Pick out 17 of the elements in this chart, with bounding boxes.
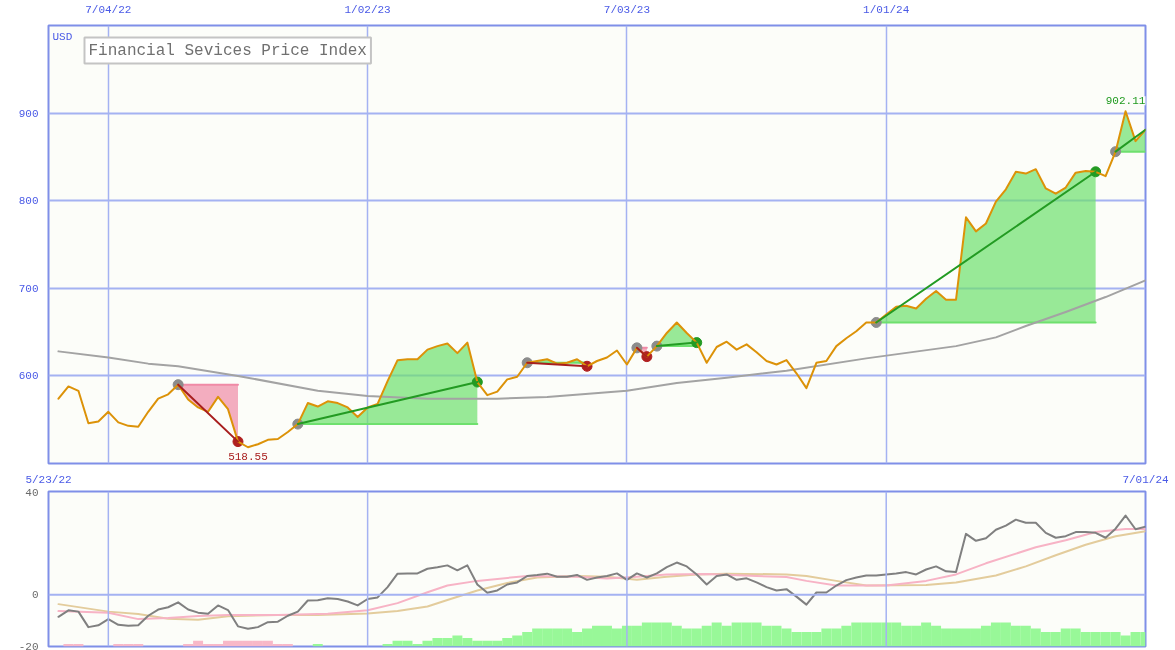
y-tick-label: 40 xyxy=(25,486,39,499)
x-tick-label: 5/23/22 xyxy=(25,473,72,486)
text: Financial Sevices Price Index xyxy=(88,41,367,60)
x2-tick-label: 7/04/22 xyxy=(85,3,132,16)
y-tick-label: 800 xyxy=(18,195,39,208)
x2-tick-label: 1/02/23 xyxy=(344,3,391,16)
y-tick-label: -20 xyxy=(18,641,39,650)
x2-tick-label: 7/03/23 xyxy=(603,3,651,16)
x-tick-label: 7/01/24 xyxy=(1122,473,1169,486)
y-tick-label: 0 xyxy=(31,589,39,602)
annotation: 902.11 xyxy=(1105,95,1146,108)
y-tick-label: 700 xyxy=(18,282,39,295)
x2-tick-label: 1/01/24 xyxy=(863,3,910,16)
y-axis-title: USD xyxy=(52,30,73,43)
y-tick-label: 600 xyxy=(18,370,39,383)
annotation: 518.55 xyxy=(228,451,268,464)
y-tick-label: 900 xyxy=(18,107,39,120)
